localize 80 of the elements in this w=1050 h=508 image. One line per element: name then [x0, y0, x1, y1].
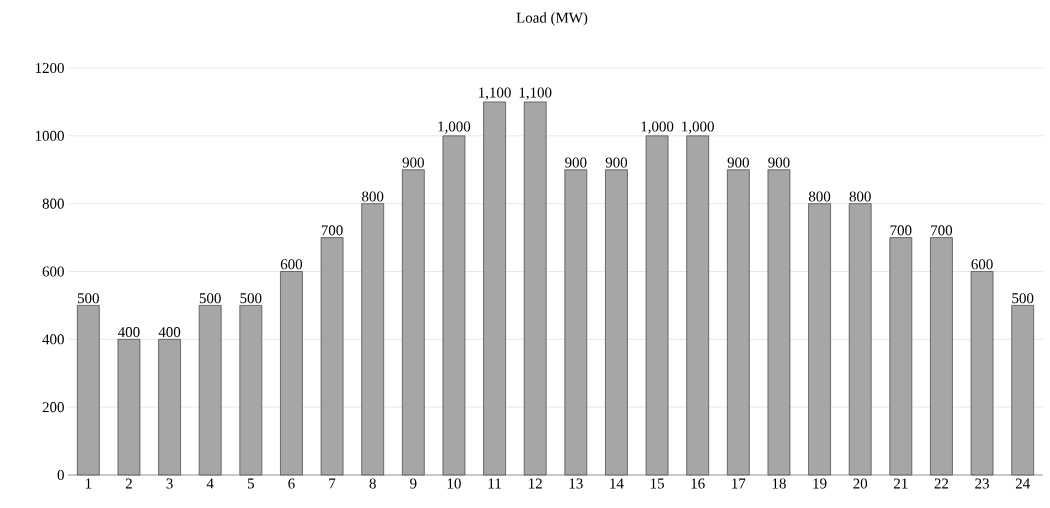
bar	[889, 237, 913, 476]
bar	[117, 338, 141, 476]
bar	[686, 135, 710, 476]
x-tick-label: 8	[369, 478, 376, 489]
x-tick-label: 1	[85, 478, 92, 489]
bar	[767, 169, 791, 476]
y-tick-label: 600	[42, 266, 64, 277]
bar	[1011, 305, 1035, 476]
data-label: 1,100	[479, 87, 511, 100]
x-tick-label: 12	[529, 478, 542, 489]
data-label: 1,000	[438, 121, 471, 134]
x-tick-label: 5	[247, 478, 254, 489]
x-tick-label: 6	[288, 478, 295, 489]
x-tick-label: 3	[166, 478, 173, 489]
x-tick-label: 18	[772, 478, 786, 489]
x-tick-label: 17	[732, 478, 746, 489]
data-label: 900	[402, 157, 424, 168]
data-label: 900	[727, 157, 749, 168]
bar	[320, 237, 344, 476]
y-tick-label: 400	[42, 334, 64, 345]
data-label: 900	[565, 157, 587, 168]
x-tick-label: 13	[569, 478, 583, 489]
x-tick-label: 7	[329, 478, 336, 489]
data-label: 800	[362, 191, 384, 202]
bar	[361, 203, 385, 476]
bar	[645, 135, 669, 476]
data-label: 500	[199, 293, 221, 304]
chart-title: Load (MW)	[516, 12, 588, 26]
bar	[239, 305, 263, 476]
x-tick-label: 10	[447, 478, 461, 489]
data-label: 800	[808, 191, 831, 202]
data-label: 400	[158, 327, 181, 338]
bar	[808, 203, 831, 476]
bar	[605, 169, 628, 476]
data-label: 700	[931, 225, 953, 236]
y-tick-label: 1000	[35, 130, 64, 141]
bar	[401, 169, 425, 476]
y-tick-label: 1200	[35, 62, 64, 74]
x-tick-label: 15	[650, 478, 664, 489]
y-tick-label: 800	[42, 198, 64, 209]
x-tick-label: 14	[610, 478, 624, 489]
x-tick-label: 19	[813, 478, 827, 489]
bar	[726, 169, 750, 476]
y-tick-label: 0	[57, 469, 64, 481]
x-tick-label: 22	[934, 478, 949, 489]
data-label: 600	[971, 259, 993, 270]
data-label: 500	[77, 293, 99, 304]
x-tick-label: 9	[410, 478, 417, 489]
bar	[970, 271, 994, 476]
data-label: 700	[890, 225, 912, 236]
data-label: 400	[118, 327, 140, 338]
bar	[280, 271, 303, 476]
data-label: 900	[768, 157, 790, 168]
bar	[198, 305, 222, 476]
bar	[483, 101, 506, 476]
bar	[848, 203, 872, 476]
y-tick-label: 200	[42, 402, 64, 413]
data-label: 700	[321, 225, 343, 236]
bar	[158, 338, 181, 476]
data-label: 1,000	[641, 121, 674, 134]
x-tick-label: 4	[206, 478, 214, 489]
data-label: 600	[280, 259, 303, 270]
data-label: 900	[605, 157, 628, 168]
data-label: 500	[1012, 293, 1034, 304]
x-tick-label: 23	[975, 478, 989, 489]
bar	[442, 135, 466, 476]
x-tick-label: 20	[853, 478, 868, 489]
data-label: 800	[849, 191, 871, 202]
x-tick-label: 24	[1015, 478, 1030, 489]
x-tick-label: 16	[691, 478, 705, 489]
bar	[523, 101, 547, 476]
bar	[564, 169, 588, 476]
data-label: 1,100	[519, 87, 552, 100]
data-label: 500	[240, 293, 262, 304]
x-tick-label: 2	[125, 478, 132, 489]
x-tick-label: 11	[488, 478, 501, 489]
data-label: 1,000	[682, 121, 714, 134]
x-tick-label: 21	[894, 478, 908, 489]
bar	[76, 305, 100, 476]
bar	[930, 237, 953, 476]
